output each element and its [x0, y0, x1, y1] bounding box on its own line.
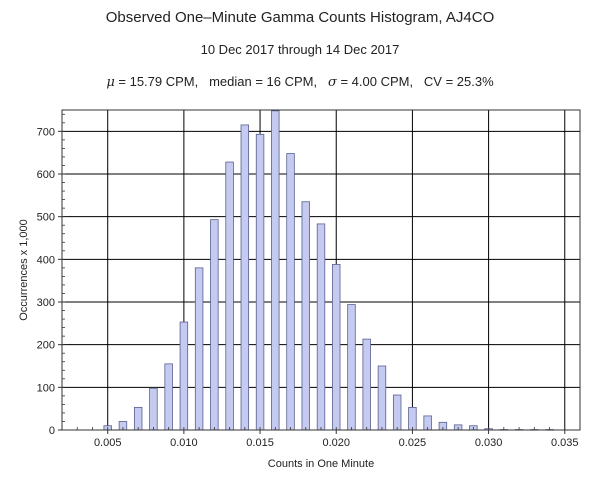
- cv-stat: CV = 25.3%: [423, 74, 494, 89]
- histogram-bar: [377, 365, 387, 431]
- y-tick-label: 600: [37, 169, 55, 181]
- histogram-bar: [194, 267, 204, 431]
- histogram-bar: [240, 124, 250, 431]
- histogram-bar: [362, 338, 371, 431]
- sigma-stat: = 4.00 CPM,: [336, 74, 414, 89]
- histogram-bar: [149, 387, 158, 431]
- histogram-bar: [210, 219, 219, 431]
- histogram-bar: [408, 406, 417, 431]
- y-tick-label: 100: [37, 382, 55, 394]
- x-tick-label: 0.020: [322, 437, 350, 449]
- axis-ticks: 0.005 0.010 0.015 0.020 0.025 0.030 0.035 0 100 2…: [37, 113, 579, 449]
- histogram-bar: [271, 110, 280, 431]
- histogram-bars: [103, 110, 554, 431]
- x-axis-label: Counts in One Minute: [268, 458, 374, 470]
- histogram-bar: [179, 321, 189, 431]
- y-tick-label: 300: [37, 297, 55, 309]
- histogram-bar: [316, 223, 326, 431]
- x-tick-label: 0.025: [399, 437, 427, 449]
- y-tick-label: 400: [37, 254, 55, 266]
- histogram-bar: [347, 304, 356, 431]
- histogram-bar: [286, 153, 295, 431]
- sigma-symbol: σ: [327, 75, 337, 90]
- y-tick-label: 500: [37, 212, 55, 224]
- x-tick-label: 0.035: [551, 437, 579, 449]
- y-axis-label: Occurrences x 1,000: [18, 219, 30, 321]
- histogram-bar: [392, 394, 402, 431]
- y-tick-label: 0: [49, 425, 55, 437]
- histogram-bar: [332, 264, 341, 431]
- x-tick-label: 0.005: [94, 437, 122, 449]
- x-tick-label: 0.015: [246, 437, 274, 449]
- mu-symbol: μ: [106, 75, 115, 90]
- histogram-bar: [301, 201, 310, 431]
- y-tick-label: 700: [37, 126, 55, 138]
- histogram-bar: [225, 161, 234, 431]
- histogram-bar: [255, 133, 265, 431]
- median-stat: median = 16 CPM,: [209, 74, 318, 89]
- x-tick-label: 0.010: [170, 437, 198, 449]
- mu-stat: = 15.79 CPM,: [114, 74, 199, 89]
- chart-subtitle: 10 Dec 2017 through 14 Dec 2017: [200, 42, 400, 57]
- histogram-bar: [164, 363, 173, 431]
- y-tick-label: 200: [37, 340, 55, 352]
- x-tick-label: 0.030: [475, 437, 503, 449]
- chart-title: Observed One–Minute Gamma Counts Histogr…: [105, 9, 495, 26]
- chart-stats-line: μ = 15.79 CPM, median = 16 CPM, σ = 4.00…: [0, 74, 600, 90]
- histogram-bar: [133, 406, 143, 431]
